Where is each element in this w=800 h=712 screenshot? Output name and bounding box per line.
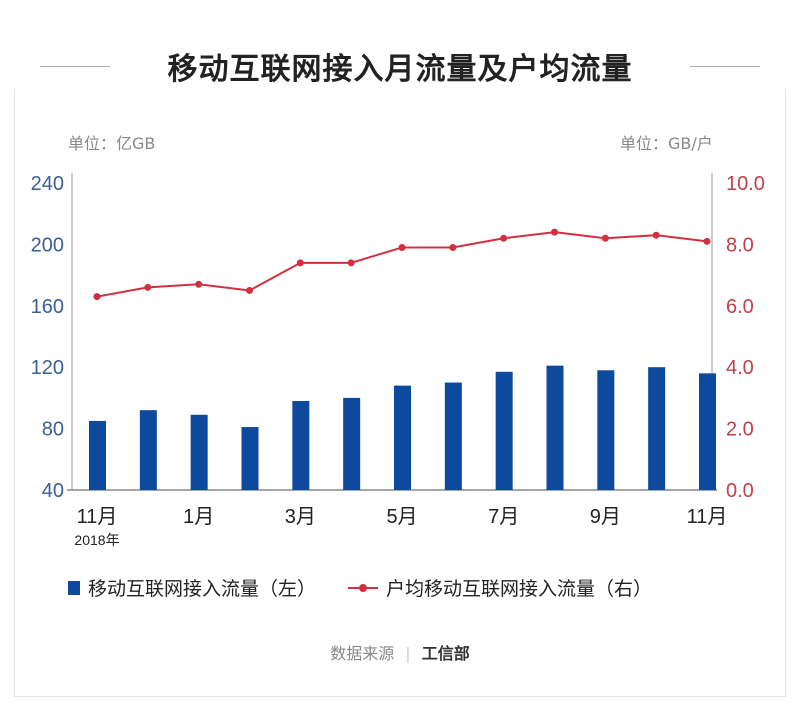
line-point bbox=[296, 259, 304, 267]
line-point bbox=[703, 237, 711, 245]
right-tick-label: 0.0 bbox=[726, 480, 754, 502]
right-tick-label: 4.0 bbox=[726, 357, 754, 379]
legend-bar-swatch bbox=[68, 580, 80, 595]
left-tick-label: 40 bbox=[42, 480, 64, 502]
title-rule-right bbox=[690, 66, 760, 67]
title-rule-left bbox=[40, 66, 110, 67]
bar bbox=[699, 373, 716, 490]
line-point bbox=[449, 243, 457, 251]
x-tick-label: 7月 bbox=[488, 506, 519, 528]
left-unit: 单位：亿GB bbox=[68, 134, 156, 153]
line-point bbox=[144, 283, 152, 291]
bar bbox=[597, 370, 615, 490]
bar bbox=[648, 367, 666, 490]
year-label: 2018年 bbox=[74, 532, 119, 548]
bar bbox=[292, 400, 310, 490]
x-tick-label: 9月 bbox=[590, 506, 621, 528]
legend-line-label: 户均移动互联网接入流量（右） bbox=[386, 578, 653, 600]
line-point bbox=[347, 259, 355, 267]
right-unit: 单位：GB/户 bbox=[620, 134, 713, 153]
left-tick-label: 160 bbox=[31, 296, 64, 318]
right-tick-label: 10.0 bbox=[726, 173, 765, 195]
bar bbox=[89, 420, 106, 490]
line-point bbox=[398, 243, 406, 251]
x-tick-label: 5月 bbox=[386, 506, 417, 528]
line-point bbox=[500, 234, 508, 242]
bar bbox=[343, 397, 361, 490]
right-tick-label: 2.0 bbox=[726, 419, 754, 441]
bar bbox=[495, 371, 513, 490]
line-series bbox=[96, 231, 708, 298]
source-value: 工信部 bbox=[421, 644, 470, 663]
left-tick-label: 200 bbox=[31, 234, 64, 256]
bar bbox=[139, 410, 157, 490]
card-border bbox=[14, 90, 786, 697]
legend-bar-label: 移动互联网接入流量（左） bbox=[88, 578, 317, 600]
bar bbox=[241, 427, 259, 490]
x-tick-label: 11月 bbox=[77, 506, 118, 528]
legend: 移动互联网接入流量（左） 户均移动互联网接入流量（右） bbox=[68, 574, 652, 601]
x-tick-label: 11月 bbox=[687, 506, 728, 528]
line-point bbox=[195, 280, 203, 288]
x-tick-label: 3月 bbox=[285, 506, 316, 528]
source-note: 数据来源 | 工信部 bbox=[330, 644, 470, 663]
line-point bbox=[601, 234, 609, 242]
line-point bbox=[551, 228, 558, 236]
source-label: 数据来源 bbox=[330, 644, 395, 663]
bar bbox=[190, 414, 208, 490]
line-point bbox=[652, 231, 660, 239]
right-tick-label: 6.0 bbox=[726, 296, 754, 318]
line-point bbox=[246, 286, 253, 294]
left-tick-label: 120 bbox=[31, 357, 64, 379]
bar bbox=[444, 382, 462, 490]
x-tick-label: 1月 bbox=[183, 506, 214, 528]
line-point bbox=[93, 293, 101, 301]
right-tick-label: 8.0 bbox=[726, 234, 754, 256]
bar bbox=[394, 385, 411, 490]
chart-title: 移动互联网接入月流量及户均流量 bbox=[167, 52, 633, 87]
bar bbox=[546, 365, 564, 490]
left-tick-label: 240 bbox=[31, 173, 64, 195]
left-tick-label: 80 bbox=[42, 419, 64, 441]
legend-line-swatch bbox=[348, 581, 379, 595]
